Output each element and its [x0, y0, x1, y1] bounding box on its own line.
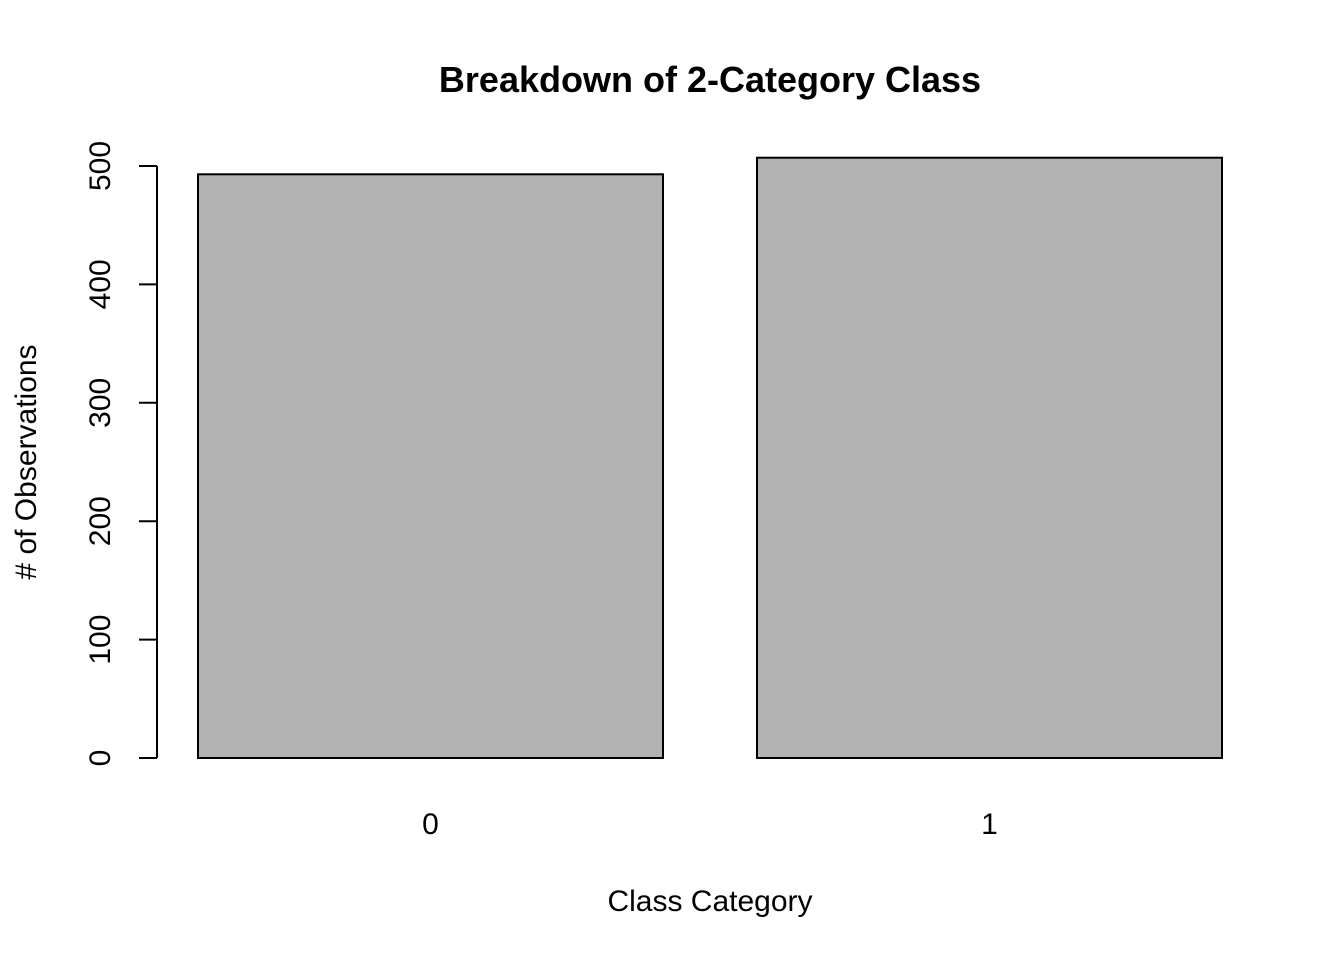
x-axis-label: Class Category	[607, 885, 812, 918]
chart-title: Breakdown of 2-Category Class	[439, 59, 981, 100]
y-tick-label: 500	[84, 141, 117, 191]
bar-0	[197, 173, 664, 759]
y-axis-label: # of Observations	[10, 344, 43, 579]
y-tick-label: 200	[84, 496, 117, 546]
y-tick-label: 100	[84, 615, 117, 665]
y-tick-label: 0	[84, 750, 117, 767]
x-tick-label: 1	[981, 808, 998, 841]
bars	[197, 156, 1223, 760]
bar-1	[756, 156, 1223, 760]
x-tick-label: 0	[422, 808, 439, 841]
y-axis: 0 100 200 300 400 500	[84, 141, 158, 767]
y-tick-label: 400	[84, 259, 117, 309]
y-tick-label: 300	[84, 378, 117, 428]
